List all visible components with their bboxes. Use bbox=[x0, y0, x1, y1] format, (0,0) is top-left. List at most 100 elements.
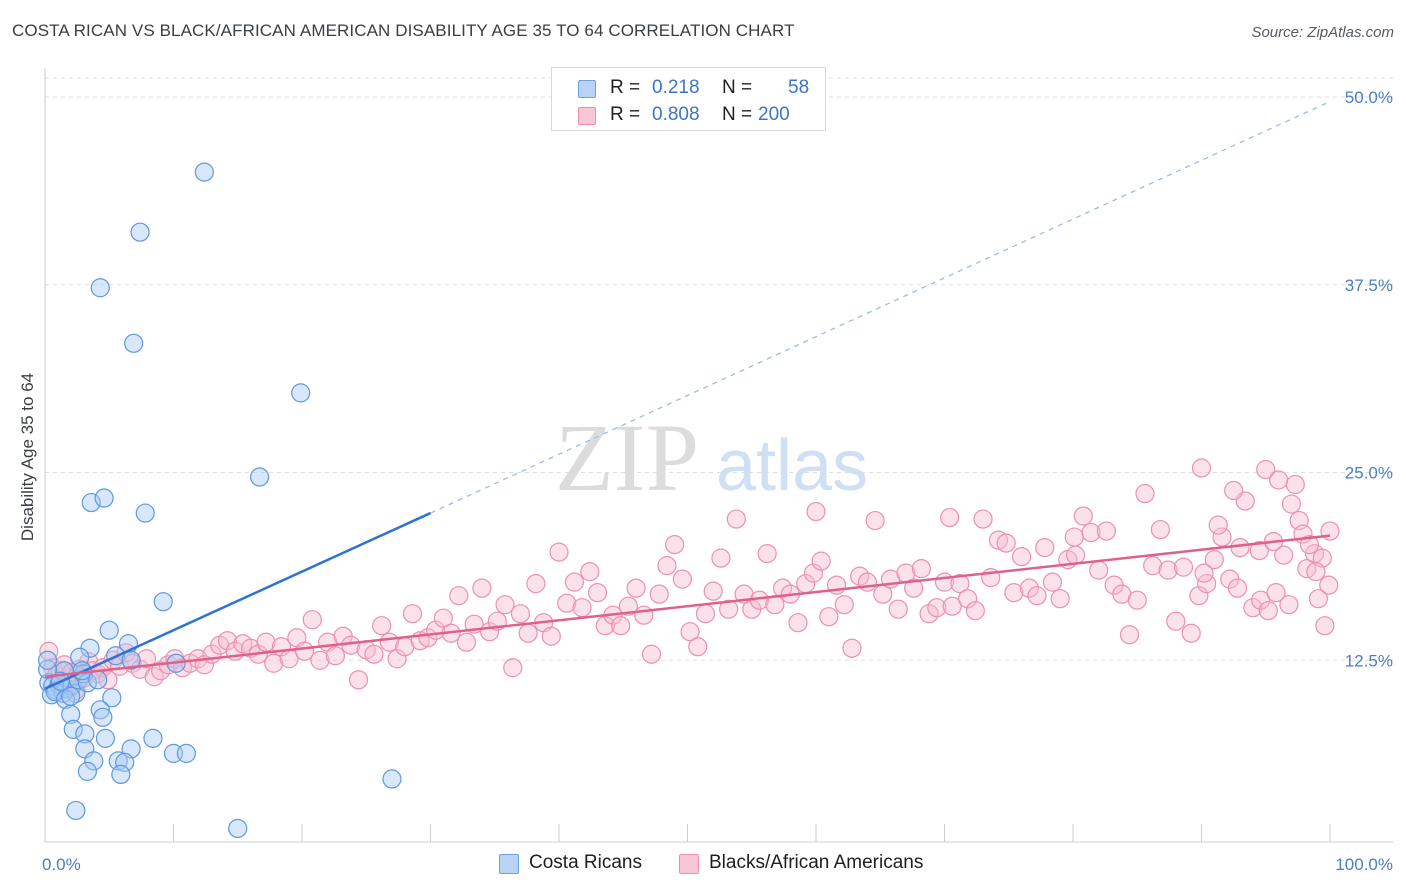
data-point-black-african-american bbox=[711, 548, 731, 568]
data-point-costa-rican bbox=[93, 707, 113, 727]
data-point-black-african-american bbox=[665, 534, 685, 555]
data-point-black-african-american bbox=[1258, 601, 1278, 621]
data-point-black-african-american bbox=[1256, 459, 1276, 480]
data-point-black-african-american bbox=[1064, 527, 1084, 547]
x-tick-label-max: 100.0% bbox=[1335, 855, 1393, 874]
data-point-black-african-american bbox=[387, 649, 407, 669]
data-point-black-african-american bbox=[1173, 557, 1194, 577]
legend-swatch-pink bbox=[679, 854, 699, 874]
legend-label: Costa Ricans bbox=[529, 852, 642, 873]
data-point-black-african-american bbox=[1319, 575, 1339, 595]
data-point-black-african-american bbox=[1027, 586, 1047, 606]
data-point-costa-rican bbox=[81, 492, 101, 513]
data-point-black-african-american bbox=[811, 551, 831, 571]
legend-row-black-african-american: R = 0.808 N = 200 bbox=[552, 102, 825, 128]
data-point-black-african-american bbox=[1243, 598, 1263, 618]
data-point-costa-rican bbox=[121, 650, 141, 670]
data-point-black-african-american bbox=[942, 596, 962, 616]
series-costa-rican-points bbox=[37, 162, 402, 839]
data-point-black-african-american bbox=[819, 607, 839, 627]
data-point-black-african-american bbox=[526, 574, 546, 594]
data-point-costa-rican bbox=[61, 704, 81, 724]
data-point-costa-rican bbox=[176, 743, 196, 763]
data-point-costa-rican bbox=[77, 761, 98, 781]
legend-r-label: R = bbox=[610, 77, 641, 98]
data-point-black-african-american bbox=[958, 589, 978, 609]
data-point-black-african-american bbox=[402, 604, 423, 624]
y-tick-label: 12.5% bbox=[1345, 651, 1393, 670]
legend-swatch-blue bbox=[499, 854, 519, 874]
data-point-black-african-american bbox=[672, 569, 692, 589]
data-point-black-african-american bbox=[857, 572, 878, 592]
data-point-black-african-american bbox=[626, 578, 646, 598]
y-axis-label: Disability Age 35 to 64 bbox=[18, 373, 37, 541]
data-point-black-african-american bbox=[1266, 583, 1286, 603]
data-point-black-african-american bbox=[1166, 611, 1186, 631]
data-point-black-african-american bbox=[541, 626, 561, 646]
data-point-black-african-american bbox=[433, 608, 453, 628]
data-point-black-african-american bbox=[1096, 521, 1117, 541]
data-point-black-african-american bbox=[1035, 537, 1055, 558]
data-point-black-african-american bbox=[703, 581, 723, 601]
data-point-black-african-american bbox=[495, 595, 515, 615]
data-point-black-african-american bbox=[888, 599, 908, 619]
data-point-black-african-american bbox=[1189, 586, 1209, 606]
x-tick-label-min: 0.0% bbox=[42, 855, 81, 874]
data-point-black-african-american bbox=[950, 574, 970, 594]
data-point-black-african-american bbox=[1299, 534, 1320, 555]
data-point-costa-rican bbox=[102, 688, 122, 708]
data-point-black-african-american bbox=[503, 658, 523, 678]
data-point-black-african-american bbox=[634, 605, 654, 625]
data-point-black-african-american bbox=[1281, 494, 1302, 514]
data-point-costa-rican bbox=[124, 333, 144, 353]
y-tick-label: 50.0% bbox=[1345, 88, 1393, 107]
data-point-costa-rican bbox=[143, 728, 163, 748]
data-point-black-african-american bbox=[641, 644, 662, 664]
data-point-black-african-american bbox=[1089, 560, 1109, 580]
source-credit: Source: ZipAtlas.com bbox=[1251, 24, 1394, 41]
y-tick-label: 37.5% bbox=[1345, 276, 1393, 295]
data-point-costa-rican bbox=[55, 689, 76, 709]
data-point-black-african-american bbox=[996, 533, 1016, 553]
data-point-black-african-american bbox=[904, 578, 924, 598]
data-point-costa-rican bbox=[153, 592, 173, 612]
data-point-black-african-american bbox=[1251, 590, 1271, 610]
chart-title: COSTA RICAN VS BLACK/AFRICAN AMERICAN DI… bbox=[12, 21, 795, 40]
data-point-black-african-american bbox=[136, 649, 157, 669]
data-point-black-african-american bbox=[965, 601, 985, 621]
data-point-black-african-american bbox=[757, 544, 777, 564]
data-point-black-african-american bbox=[217, 631, 238, 651]
y-tick-label: 25.0% bbox=[1345, 464, 1393, 483]
data-point-costa-rican bbox=[90, 700, 110, 720]
data-point-black-african-american bbox=[310, 650, 330, 670]
legend-n-value: 200 bbox=[758, 104, 790, 125]
legend-n-label: N = bbox=[722, 77, 753, 98]
data-point-black-african-american bbox=[1050, 589, 1070, 609]
data-point-black-african-american bbox=[1119, 625, 1140, 645]
data-point-black-african-american bbox=[595, 616, 615, 636]
data-point-costa-rican bbox=[95, 728, 115, 748]
legend-n-label: N = bbox=[722, 104, 753, 125]
data-point-costa-rican bbox=[84, 751, 104, 771]
data-point-black-african-american bbox=[719, 599, 739, 619]
data-point-black-african-american bbox=[842, 638, 862, 658]
data-point-black-african-american bbox=[1004, 583, 1024, 603]
data-point-black-african-american bbox=[927, 598, 947, 618]
data-point-black-african-american bbox=[1285, 474, 1305, 495]
data-point-black-african-american bbox=[449, 586, 469, 606]
data-point-black-african-american bbox=[1191, 458, 1212, 478]
data-point-black-african-american bbox=[618, 596, 638, 616]
watermark-zip: ZIP bbox=[555, 404, 699, 511]
data-point-black-african-american bbox=[1249, 541, 1269, 561]
data-point-black-african-american bbox=[988, 530, 1009, 550]
data-point-black-african-american bbox=[151, 661, 171, 681]
data-point-black-african-american bbox=[456, 632, 477, 652]
data-point-costa-rican bbox=[99, 620, 119, 640]
legend-label: Blacks/African Americans bbox=[709, 852, 924, 873]
data-point-black-african-american bbox=[572, 598, 592, 618]
data-point-black-african-american bbox=[1268, 470, 1289, 490]
data-point-black-african-american bbox=[372, 616, 392, 636]
zipatlas-watermark: ZIP atlas bbox=[555, 404, 868, 511]
correlation-legend: R = 0.218 N = 58 R = 0.808 N = 200 bbox=[551, 67, 826, 131]
data-point-black-african-american bbox=[695, 604, 716, 624]
